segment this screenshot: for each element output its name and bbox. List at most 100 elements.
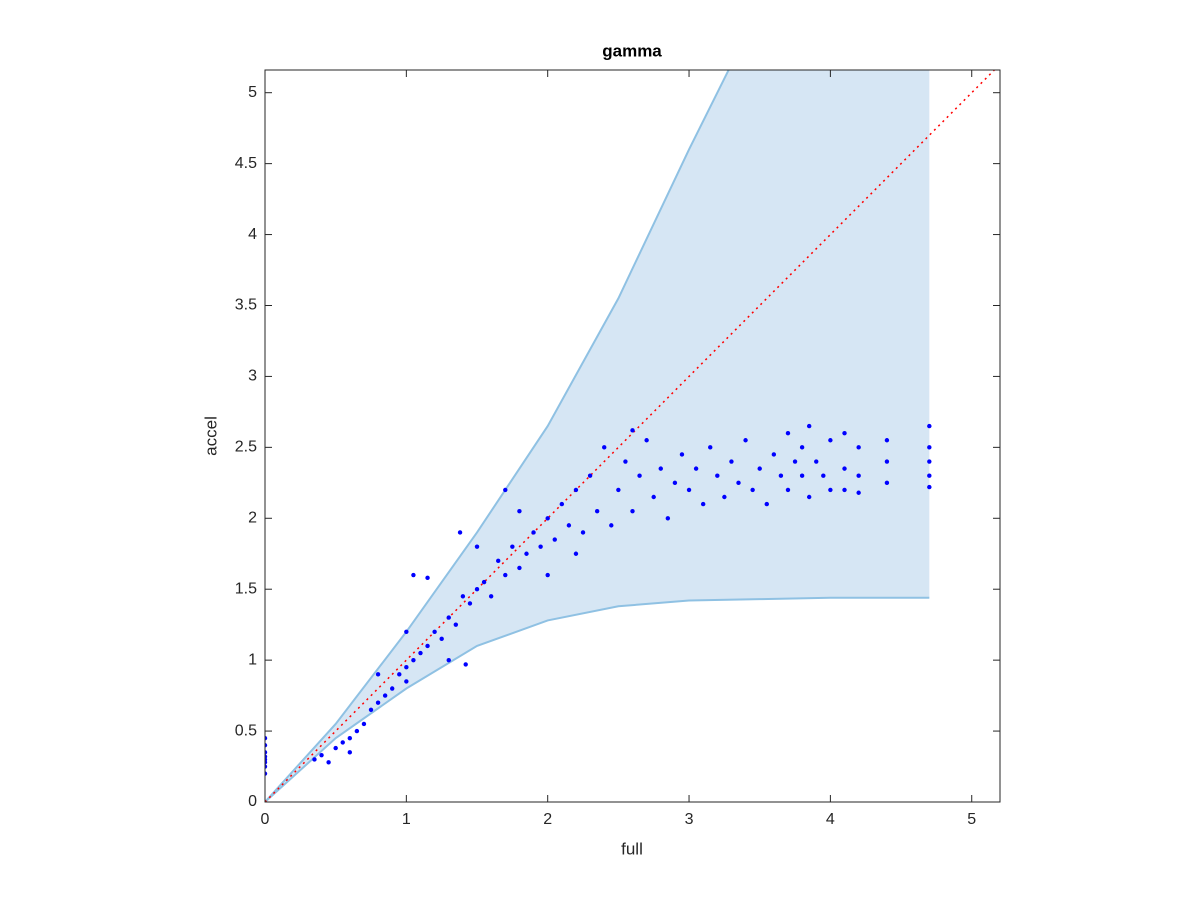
scatter-point <box>354 728 360 734</box>
y-tick-label: 0.5 <box>235 722 257 739</box>
scatter-point <box>340 740 345 745</box>
axes-box <box>264 69 1001 803</box>
chart-title: gamma <box>602 41 662 60</box>
y-tick-label: 4 <box>248 226 257 243</box>
scatter-point <box>842 430 847 436</box>
scatter-point <box>778 473 784 478</box>
scatter-point <box>474 544 480 549</box>
scatter-point <box>927 473 932 478</box>
x-tick-label: 5 <box>967 811 976 828</box>
scatter-point <box>390 686 395 691</box>
y-axis-label: accel <box>201 416 220 456</box>
scatter-point <box>828 438 833 443</box>
scatter-point <box>806 494 812 500</box>
scatter-point <box>503 572 508 578</box>
scatter-point <box>856 445 861 450</box>
y-tick-label: 3 <box>248 368 257 385</box>
scatter-point <box>265 764 268 769</box>
scatter-point <box>927 445 932 450</box>
scatter-point <box>573 487 579 493</box>
scatter-point <box>715 473 720 478</box>
scatter-point <box>453 622 459 627</box>
scatter-point <box>672 480 678 486</box>
scatter-point <box>743 438 748 443</box>
scatter-point <box>510 544 515 549</box>
scatter-point <box>545 572 550 578</box>
scatter-point <box>927 459 932 464</box>
band-edge <box>265 596 930 802</box>
y-tick-label: 1.5 <box>235 580 257 597</box>
x-tick-label: 0 <box>261 811 270 828</box>
scatter-point <box>828 487 833 493</box>
scatter-point <box>722 494 727 500</box>
scatter-point <box>651 494 656 500</box>
scatter-point <box>729 459 734 464</box>
scatter-point <box>312 757 317 762</box>
scatter-point <box>404 665 409 670</box>
y-tick-label: 4.5 <box>235 155 257 172</box>
scatter-point <box>799 473 805 478</box>
scatter-point <box>884 480 890 486</box>
x-tick-label: 3 <box>685 811 694 828</box>
scatter-point <box>736 480 741 486</box>
scatter-point <box>463 662 468 667</box>
scatter-point <box>503 487 508 493</box>
scatter-point <box>460 594 466 599</box>
scatter-point <box>630 428 635 433</box>
scatter-point <box>771 452 777 457</box>
scatter-point <box>764 501 769 507</box>
band-edge <box>265 70 730 802</box>
scatter-point <box>418 650 423 656</box>
scatter-point <box>517 565 522 571</box>
scatter-point <box>474 587 480 592</box>
scatter-point <box>708 445 713 450</box>
scatter-point <box>457 530 463 535</box>
scatter-point <box>686 487 692 493</box>
scatter-point <box>488 594 494 599</box>
scatter-point <box>265 771 268 776</box>
band-area <box>265 70 930 802</box>
scatter-point <box>806 423 812 429</box>
scatter-point <box>842 487 847 493</box>
scatter-point <box>644 438 649 443</box>
scatter-point <box>404 629 409 634</box>
scatter-point <box>496 558 501 564</box>
scatter-point <box>856 473 861 478</box>
scatter-point <box>700 501 706 507</box>
scatter-point <box>265 735 268 741</box>
scatter-point <box>524 551 529 556</box>
scatter-point <box>425 575 430 581</box>
scatter-point <box>573 551 579 556</box>
y-tick-label: 3.5 <box>235 297 257 314</box>
scatter-point <box>538 544 543 549</box>
scatter-point <box>326 760 331 765</box>
scatter-point <box>616 487 621 493</box>
scatter-point <box>602 445 607 450</box>
scatter-point <box>927 423 932 429</box>
scatter-point <box>411 572 416 578</box>
scatter-point <box>361 721 367 727</box>
scatter-point <box>446 615 451 620</box>
scatter-point <box>594 508 600 514</box>
scatter-point <box>792 459 798 464</box>
x-axis-label: full <box>621 839 643 858</box>
scatter-point <box>411 657 416 663</box>
scatter-point <box>587 473 593 478</box>
scatter-point <box>821 473 826 478</box>
scatter-point <box>609 523 614 528</box>
scatter-point <box>375 672 381 677</box>
scatter-point <box>750 487 755 493</box>
scatter-point <box>559 501 565 507</box>
scatter-point <box>382 693 388 698</box>
scatter-point <box>884 438 890 443</box>
scatter-point <box>545 516 550 521</box>
scatter-point <box>814 459 819 464</box>
scatter-point <box>432 629 437 634</box>
scatter-point <box>333 745 338 751</box>
scatter-point <box>347 750 353 755</box>
scatter-point <box>580 530 586 535</box>
scatter-point <box>842 466 847 471</box>
y-tick-label: 1 <box>248 651 257 668</box>
scatter-point <box>265 754 268 759</box>
scatter-point <box>757 466 762 471</box>
